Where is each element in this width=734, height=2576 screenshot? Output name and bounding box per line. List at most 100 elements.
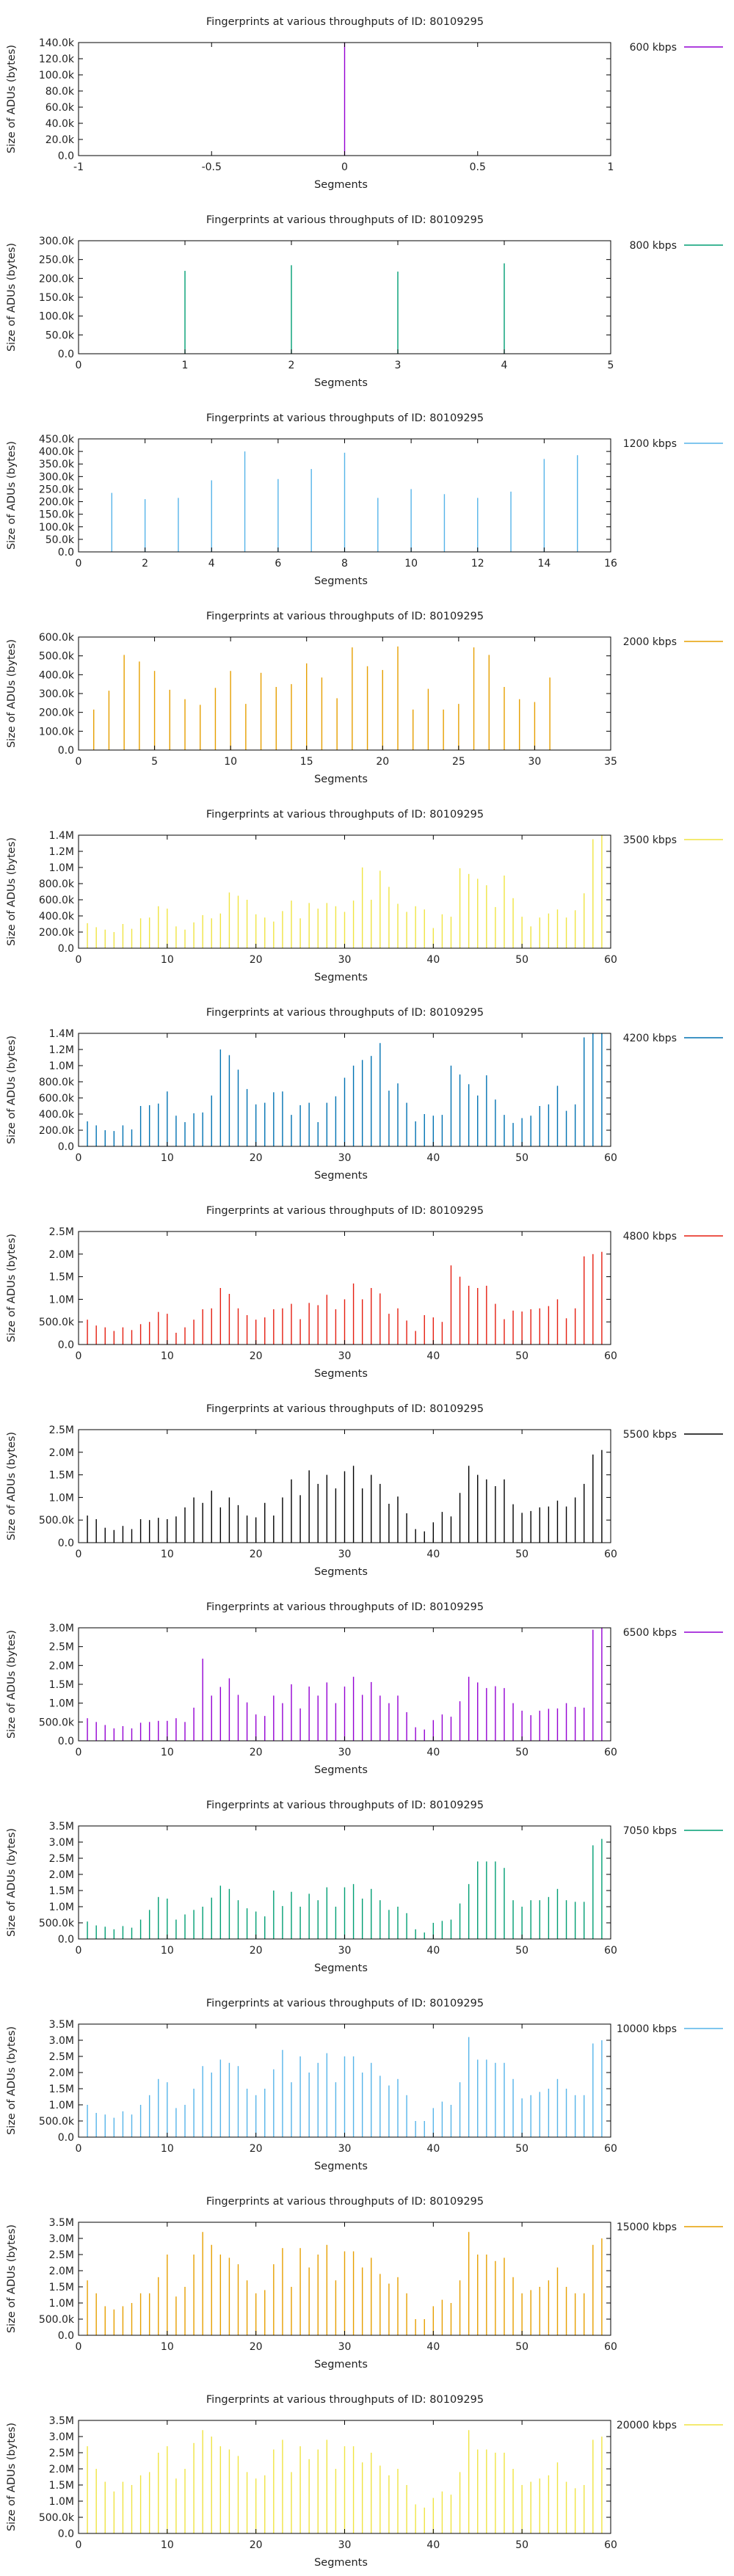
y-tick-label: 0.0 xyxy=(58,547,74,559)
x-tick-label: 60 xyxy=(604,954,617,966)
y-tick-label: 200.0k xyxy=(39,497,75,509)
x-tick-label: 20 xyxy=(250,2539,263,2551)
x-tick-label: 30 xyxy=(338,2341,352,2353)
chart-title: Fingerprints at various throughputs of I… xyxy=(206,1403,484,1415)
chart-title: Fingerprints at various throughputs of I… xyxy=(206,1800,484,1811)
y-tick-label: 200.0k xyxy=(39,273,75,285)
y-tick-label: 3.5M xyxy=(49,2217,74,2229)
y-tick-label: 1.0M xyxy=(49,2100,74,2111)
x-axis-label: Segments xyxy=(314,774,368,785)
chart-svg: Fingerprints at various throughputs of I… xyxy=(6,809,723,983)
x-tick-label: 60 xyxy=(604,2341,617,2353)
y-tick-label: 450.0k xyxy=(39,434,75,445)
y-tick-label: 1.4M xyxy=(49,1028,74,1040)
legend-label: 2000 kbps xyxy=(623,636,677,648)
y-tick-label: 800.0k xyxy=(39,1077,75,1088)
x-tick-label: 60 xyxy=(604,1945,617,1957)
x-tick-label: 4 xyxy=(208,558,215,570)
y-tick-label: 1.5M xyxy=(49,2282,74,2293)
x-tick-label: 40 xyxy=(426,1549,440,1560)
y-tick-label: 3.5M xyxy=(49,2415,74,2427)
y-tick-label: 150.0k xyxy=(39,292,75,304)
x-tick-label: 20 xyxy=(250,1350,263,1362)
chart-svg: Fingerprints at various throughputs of I… xyxy=(6,214,723,389)
y-axis-label: Size of ADUs (bytes) xyxy=(6,639,18,748)
chart-svg: Fingerprints at various throughputs of I… xyxy=(6,2196,723,2371)
chart-panel: Fingerprints at various throughputs of I… xyxy=(0,1387,734,1585)
y-axis-label: Size of ADUs (bytes) xyxy=(6,243,18,352)
x-tick-label: 60 xyxy=(604,1549,617,1560)
y-tick-label: 2.5M xyxy=(49,2051,74,2063)
y-tick-label: 0.0 xyxy=(58,943,74,955)
y-tick-label: 1.5M xyxy=(49,2480,74,2492)
x-axis-label: Segments xyxy=(314,575,368,587)
chart-panel: Fingerprints at various throughputs of I… xyxy=(0,594,734,793)
y-tick-label: 120.0k xyxy=(39,54,75,65)
legend-label: 800 kbps xyxy=(630,240,677,252)
y-tick-label: 500.0k xyxy=(39,2314,75,2326)
y-tick-label: 500.0k xyxy=(39,1317,75,1328)
legend-label: 10000 kbps xyxy=(617,2023,677,2035)
x-tick-label: 30 xyxy=(338,954,352,966)
chart-title: Fingerprints at various throughputs of I… xyxy=(206,2196,484,2208)
y-tick-label: 3.0M xyxy=(49,1837,74,1849)
x-tick-label: 20 xyxy=(250,2341,263,2353)
y-tick-label: 2.5M xyxy=(49,1642,74,1653)
x-tick-label: 30 xyxy=(338,2143,352,2155)
y-tick-label: 1.0M xyxy=(49,1492,74,1504)
x-tick-label: 30 xyxy=(528,756,542,768)
x-tick-label: 5 xyxy=(151,756,158,768)
y-tick-label: 3.0M xyxy=(49,2233,74,2245)
x-tick-label: 16 xyxy=(604,558,617,570)
x-tick-label: 6 xyxy=(275,558,281,570)
y-tick-label: 50.0k xyxy=(46,534,75,546)
y-tick-label: 0.0 xyxy=(58,2330,74,2342)
y-tick-label: 0.0 xyxy=(58,1538,74,1549)
y-tick-label: 2.5M xyxy=(49,1226,74,1238)
x-tick-label: 14 xyxy=(537,558,550,570)
y-tick-label: 1.0M xyxy=(49,2298,74,2310)
y-tick-label: 300.0k xyxy=(39,688,75,700)
y-tick-label: 60.0k xyxy=(46,102,75,114)
x-tick-label: 10 xyxy=(224,756,237,768)
x-tick-label: 0 xyxy=(76,756,82,768)
y-tick-label: 50.0k xyxy=(46,330,75,341)
chart-panel: Fingerprints at various throughputs of I… xyxy=(0,198,734,396)
x-tick-label: 30 xyxy=(338,1945,352,1957)
y-tick-label: 150.0k xyxy=(39,509,75,521)
y-tick-label: 1.5M xyxy=(49,1470,74,1482)
y-tick-label: 200.0k xyxy=(39,707,75,719)
y-tick-label: 500.0k xyxy=(39,2116,75,2128)
x-axis-label: Segments xyxy=(314,1566,368,1578)
x-tick-label: 2 xyxy=(288,360,295,371)
x-tick-label: 40 xyxy=(426,1747,440,1758)
y-tick-label: 200.0k xyxy=(39,927,75,939)
legend-label: 15000 kbps xyxy=(617,2222,677,2233)
y-tick-label: 800.0k xyxy=(39,878,75,890)
chart-svg: Fingerprints at various throughputs of I… xyxy=(6,1800,723,1974)
x-tick-label: 10 xyxy=(404,558,418,570)
x-tick-label: 20 xyxy=(250,954,263,966)
y-axis-label: Size of ADUs (bytes) xyxy=(6,1036,18,1144)
chart-panel: Fingerprints at various throughputs of I… xyxy=(0,1982,734,2180)
y-tick-label: 600.0k xyxy=(39,632,75,644)
y-axis-label: Size of ADUs (bytes) xyxy=(6,45,18,153)
chart-title: Fingerprints at various throughputs of I… xyxy=(206,611,484,622)
x-tick-label: 50 xyxy=(515,1350,528,1362)
x-tick-label: 2 xyxy=(142,558,148,570)
x-tick-label: 40 xyxy=(426,1350,440,1362)
legend-label: 600 kbps xyxy=(630,42,677,54)
y-tick-label: 0.0 xyxy=(58,150,74,162)
y-tick-label: 1.0M xyxy=(49,2496,74,2508)
x-tick-label: 0 xyxy=(76,558,82,570)
x-tick-label: 0 xyxy=(76,1747,82,1758)
y-tick-label: 2.0M xyxy=(49,1249,74,1261)
y-tick-label: 1.5M xyxy=(49,1272,74,1284)
x-tick-label: 1 xyxy=(608,161,614,173)
x-tick-label: 40 xyxy=(426,1945,440,1957)
x-tick-label: 10 xyxy=(161,2341,174,2353)
chart-panel: Fingerprints at various throughputs of I… xyxy=(0,1189,734,1387)
chart-title: Fingerprints at various throughputs of I… xyxy=(206,16,484,28)
legend-label: 4200 kbps xyxy=(623,1033,677,1044)
x-tick-label: 0 xyxy=(341,161,348,173)
